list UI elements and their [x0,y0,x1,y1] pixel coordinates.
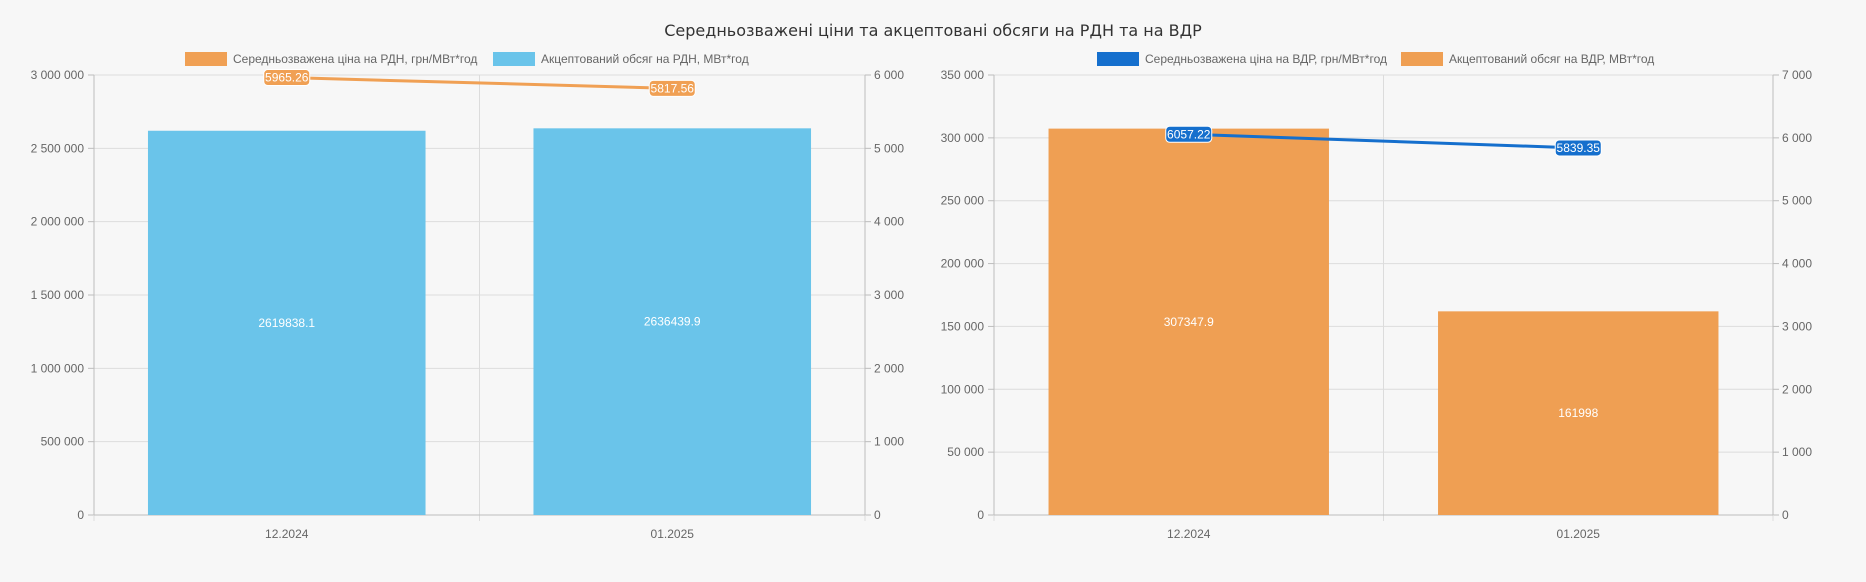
left-axis-tick-label: 500 000 [41,435,85,449]
left-axis-tick-label: 3 000 000 [31,68,85,82]
right-axis-tick-label: 1 000 [874,435,904,449]
right-axis-tick-label: 1 000 [1782,445,1812,459]
x-axis-tick-label: 12.2024 [265,527,309,541]
legend-label: Акцептований обсяг на РДН, МВт*год [541,52,749,66]
data-point-label: 5965.26 [265,71,309,85]
bar-value-label: 307347.9 [1164,315,1214,329]
right-axis-tick-label: 4 000 [874,215,904,229]
left-axis-tick-label: 1 500 000 [31,288,85,302]
left-axis-tick-label: 200 000 [941,257,985,271]
series-line [286,76,673,90]
bar-value-label: 2636439.9 [644,315,701,329]
bar-value-label: 161998 [1558,406,1598,420]
legend-swatch [1401,52,1443,66]
left-axis-tick-label: 1 000 000 [31,361,85,375]
right-axis-tick-label: 6 000 [1782,131,1812,145]
x-axis-tick-label: 01.2025 [651,527,695,541]
right-axis-tick-label: 2 000 [874,361,904,375]
right-axis-tick-label: 0 [874,508,881,522]
right-axis-tick-label: 6 000 [874,68,904,82]
right-axis-tick-label: 5 000 [874,141,904,155]
chart-title: Середньозважені ціни та акцептовані обся… [664,21,1202,40]
bar-value-label: 2619838.1 [258,316,315,330]
vdr-chart: 0 50 000 100 000 150 000 200 000 250 000 300 0… [941,52,1812,541]
bar [1438,311,1719,515]
left-axis-tick-label: 2 000 000 [31,215,85,229]
legend-label: Середньозважена ціна на РДН, грн/МВт*год [233,52,477,66]
right-axis-tick-label: 7 000 [1782,68,1812,82]
bar [1048,128,1329,515]
data-point-label: 6057.22 [1167,127,1211,141]
legend-swatch [493,52,535,66]
left-axis-tick-label: 50 000 [947,445,984,459]
left-axis-tick-label: 250 000 [941,194,985,208]
right-axis-tick-label: 2 000 [1782,382,1812,396]
data-point-label-box [263,69,311,87]
left-axis-tick-label: 0 [977,508,984,522]
right-axis-tick-label: 4 000 [1782,257,1812,271]
right-axis-tick-label: 3 000 [1782,319,1812,333]
data-point-label-box [1554,139,1602,157]
bar [147,130,426,515]
left-axis-tick-label: 150 000 [941,319,985,333]
left-axis-tick-label: 300 000 [941,131,985,145]
x-axis-tick-label: 01.2025 [1557,527,1601,541]
left-axis-tick-label: 100 000 [941,382,985,396]
right-axis-tick-label: 3 000 [874,288,904,302]
bar [533,128,812,515]
left-axis-tick-label: 350 000 [941,68,985,82]
legend-swatch [185,52,227,66]
legend-label: Акцептований обсяг на ВДР, МВт*год [1449,52,1654,66]
rdn-chart: 0 500 000 1 000 000 1 500 000 2 000 000 2 500… [31,52,904,541]
x-axis-tick-label: 12.2024 [1167,527,1211,541]
legend-label: Середньозважена ціна на ВДР, грн/МВт*год [1145,52,1387,66]
left-axis-tick-label: 0 [77,508,84,522]
right-axis-tick-label: 0 [1782,508,1789,522]
left-axis-tick-label: 2 500 000 [31,141,85,155]
data-point-label: 5817.56 [651,81,695,95]
series-line [1188,132,1579,150]
data-point-label: 5839.35 [1557,141,1601,155]
data-point-label-box [1165,125,1213,143]
data-point-label-box [648,79,696,97]
right-axis-tick-label: 5 000 [1782,194,1812,208]
legend-swatch [1097,52,1139,66]
